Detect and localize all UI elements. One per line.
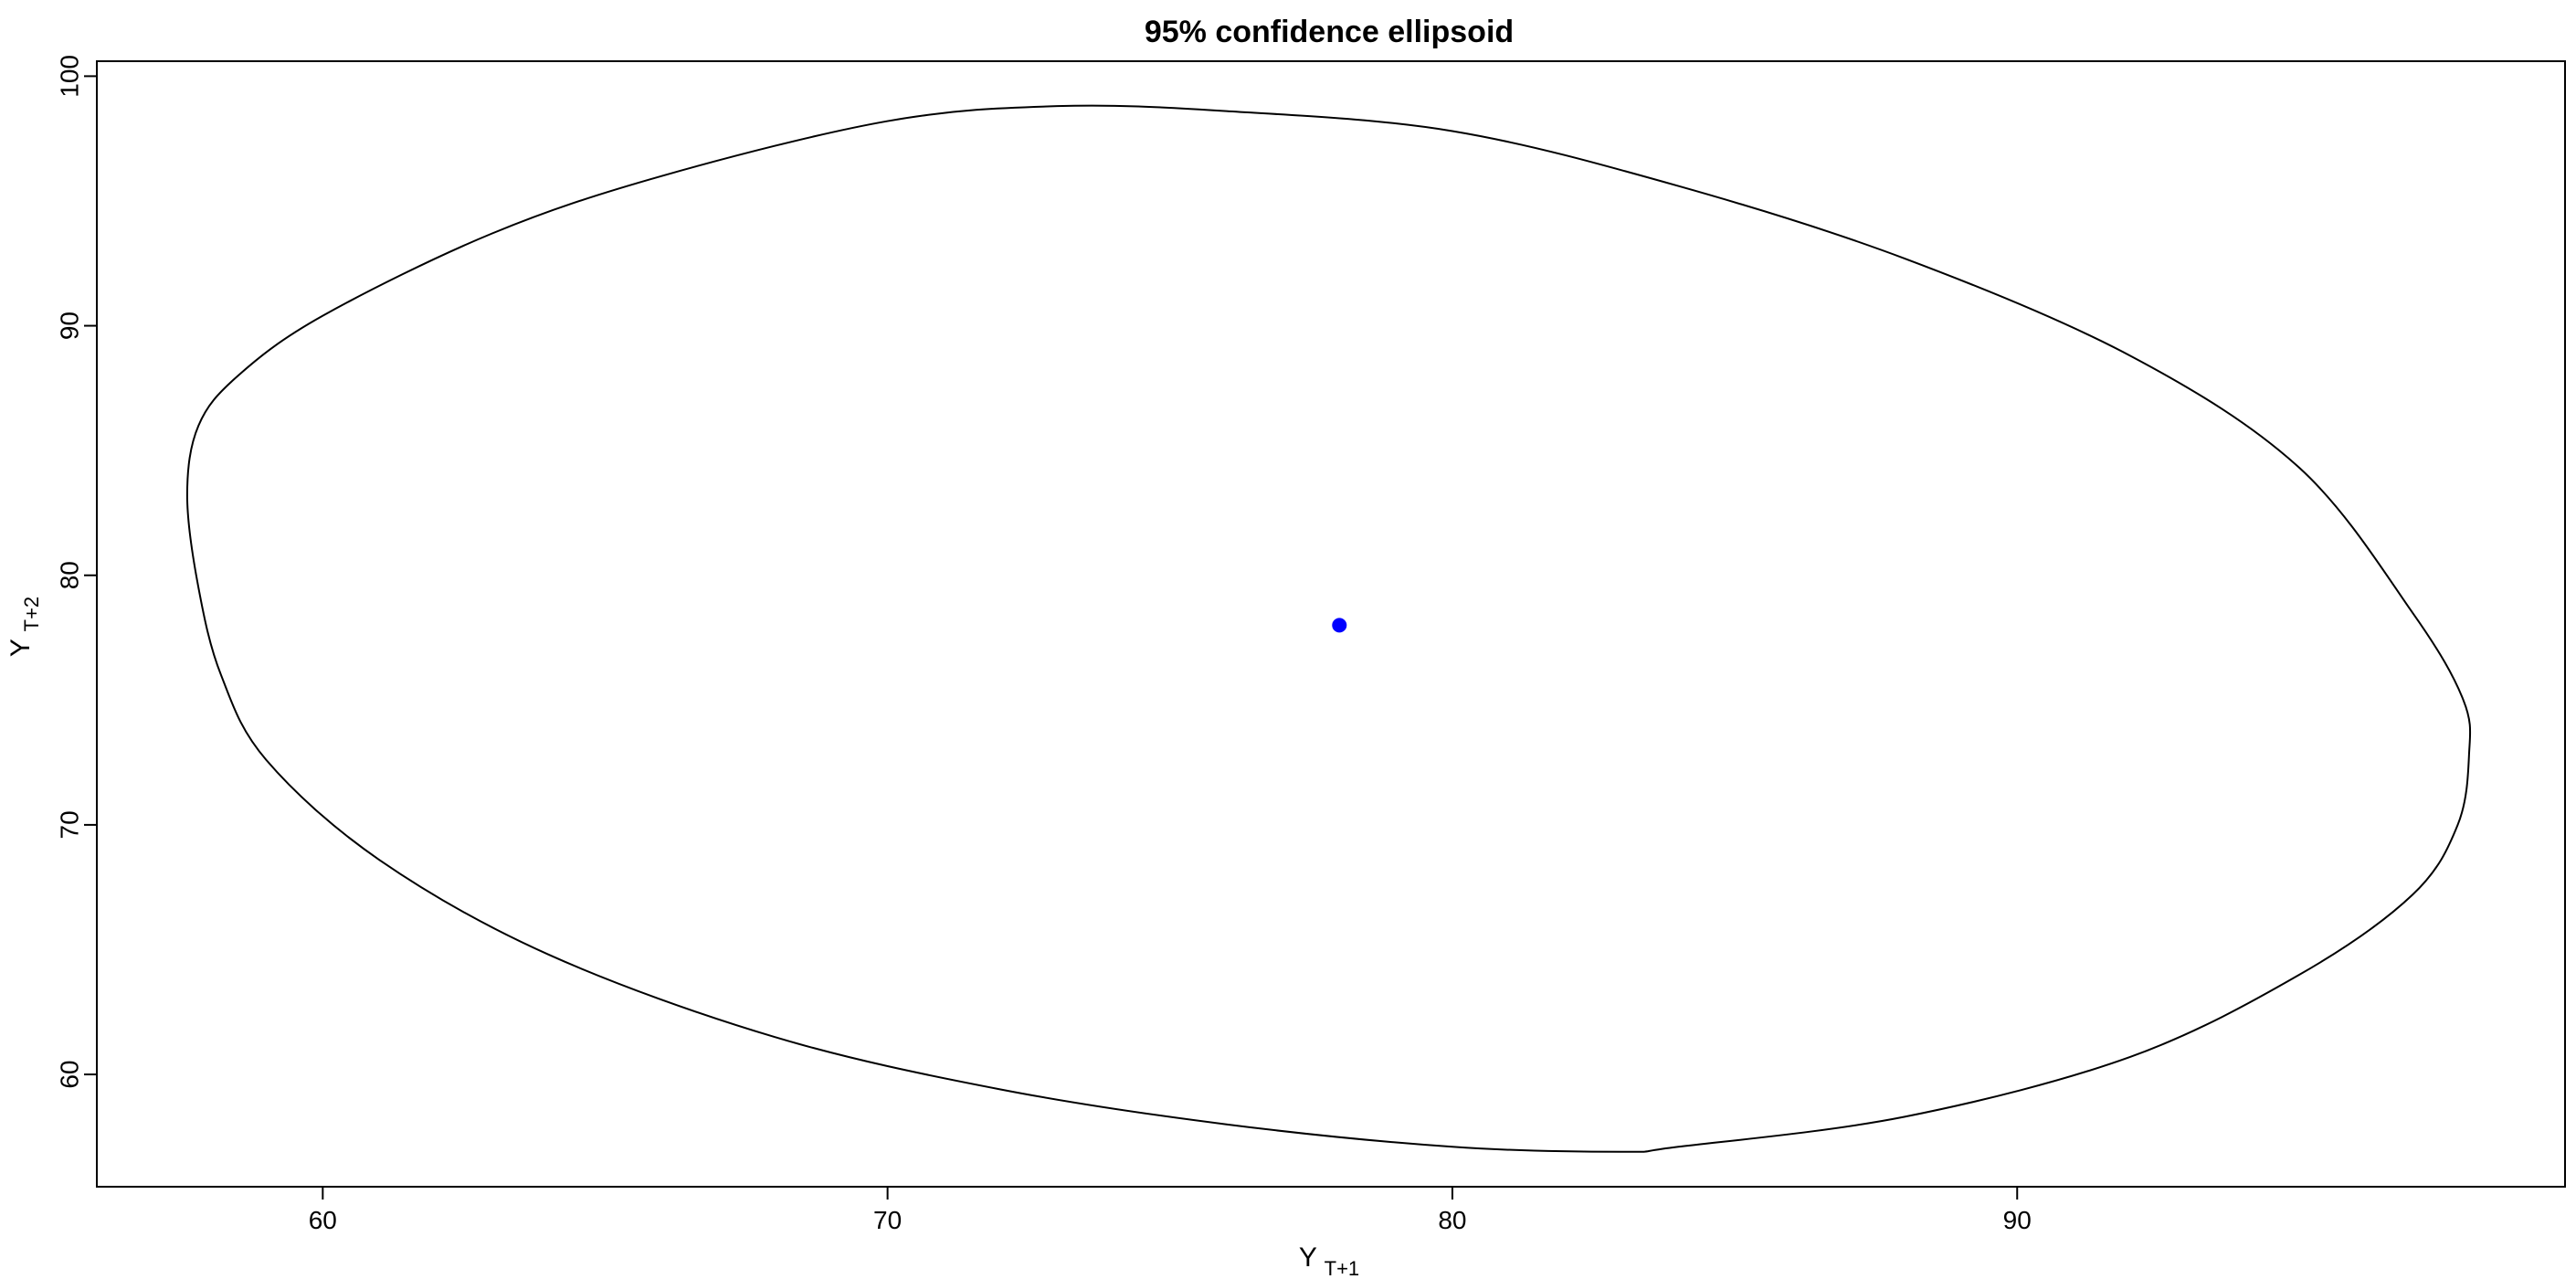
y-tick-label-4: 100	[55, 55, 83, 98]
y-tick-label-3: 90	[55, 312, 83, 340]
y-axis-label: Y T+2	[5, 597, 43, 657]
x-axis-ticks: 60 70 80 90	[309, 1187, 2032, 1234]
y-axis-label-subscript: T+2	[20, 597, 43, 632]
x-axis-label-subscript: T+1	[1325, 1257, 1360, 1279]
y-tick-label-1: 70	[55, 810, 83, 839]
center-point	[1332, 618, 1347, 633]
x-axis-label: Y T+1	[1299, 1242, 1359, 1279]
chart-title: 95% confidence ellipsoid	[1145, 15, 1514, 49]
y-axis-ticks: 60 70 80 90 100	[55, 55, 97, 1089]
y-axis-label-base: Y	[5, 639, 36, 657]
plot-frame	[96, 60, 2566, 1188]
y-tick-label-2: 80	[55, 561, 83, 589]
confidence-ellipse	[185, 104, 2472, 1153]
y-tick-label-0: 60	[55, 1060, 83, 1088]
x-tick-label-3: 90	[2003, 1206, 2032, 1234]
x-tick-label-0: 60	[309, 1206, 337, 1234]
x-axis-label-base: Y	[1299, 1242, 1317, 1273]
x-tick-label-2: 80	[1438, 1206, 1466, 1234]
x-tick-label-1: 70	[873, 1206, 902, 1234]
